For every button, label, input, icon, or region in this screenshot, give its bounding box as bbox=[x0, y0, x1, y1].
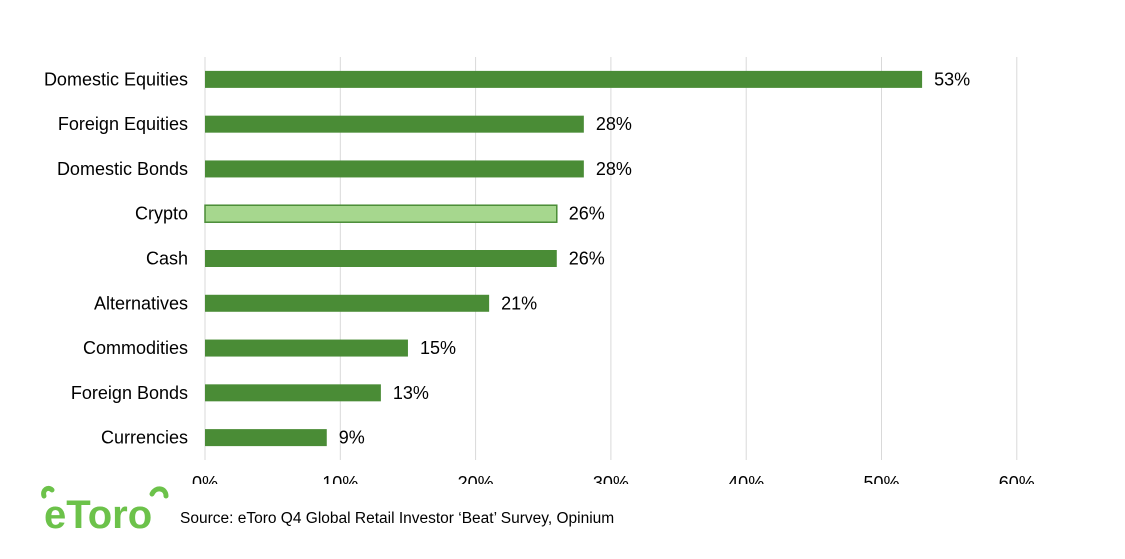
x-axis-ticks: 0% 10% 20% 30% 40% 50% 60% bbox=[192, 473, 1035, 484]
category-label: Domestic Equities bbox=[44, 69, 188, 89]
category-label: Domestic Bonds bbox=[57, 159, 188, 179]
etoro-logo: eToro bbox=[41, 485, 169, 534]
bar bbox=[205, 160, 584, 178]
bar bbox=[205, 115, 584, 133]
bars bbox=[204, 70, 923, 447]
x-tick-label: 30% bbox=[593, 473, 629, 484]
x-tick-label: 40% bbox=[728, 473, 764, 484]
data-label: 28% bbox=[596, 114, 632, 134]
x-tick-label: 50% bbox=[863, 473, 899, 484]
category-label: Foreign Equities bbox=[58, 114, 188, 134]
data-label: 26% bbox=[569, 204, 605, 224]
source-note: Source: eToro Q4 Global Retail Investor … bbox=[180, 510, 615, 527]
category-label: Foreign Bonds bbox=[71, 383, 188, 403]
x-tick-label: 0% bbox=[192, 473, 218, 484]
x-tick-label: 20% bbox=[458, 473, 494, 484]
data-label: 26% bbox=[569, 249, 605, 269]
category-labels: Domestic Equities Foreign Equities Domesti… bbox=[44, 69, 188, 447]
data-label: 28% bbox=[596, 159, 632, 179]
bar bbox=[205, 429, 327, 447]
bar bbox=[205, 70, 923, 88]
category-label: Currencies bbox=[101, 428, 188, 448]
bar bbox=[205, 339, 408, 357]
x-tick-label: 60% bbox=[999, 473, 1035, 484]
value-labels: 53% 28% 28% 26% 26% 21% 15% 13% 9% bbox=[339, 69, 970, 447]
data-label: 9% bbox=[339, 428, 365, 448]
data-label: 53% bbox=[934, 69, 970, 89]
data-label: 13% bbox=[393, 383, 429, 403]
bar bbox=[205, 294, 490, 312]
data-label: 21% bbox=[501, 293, 537, 313]
data-label: 15% bbox=[420, 338, 456, 358]
category-label: Cash bbox=[146, 249, 188, 269]
bar bbox=[204, 204, 558, 223]
logo-text: eToro bbox=[44, 493, 152, 534]
bar bbox=[205, 384, 381, 402]
category-label: Commodities bbox=[83, 338, 188, 358]
bar-chart: Domestic Equities Foreign Equities Domesti… bbox=[44, 57, 1035, 484]
chart-footer: eToro Source: eToro Q4 Global Retail Inv… bbox=[40, 484, 740, 534]
x-tick-label: 10% bbox=[322, 473, 358, 484]
bar bbox=[205, 250, 557, 267]
category-label: Alternatives bbox=[94, 293, 188, 313]
category-label: Crypto bbox=[135, 204, 188, 224]
